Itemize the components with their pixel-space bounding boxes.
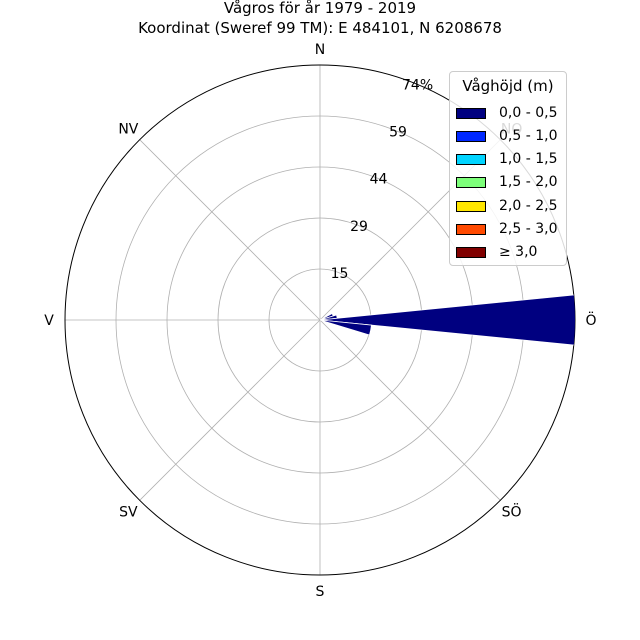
- legend-swatch: [456, 107, 486, 119]
- direction-label: Ö: [585, 311, 596, 329]
- legend-title: Våghöjd (m): [462, 77, 554, 95]
- legend-swatch: [456, 246, 486, 258]
- grid-spoke: [139, 139, 321, 321]
- legend-item: 0,0 - 0,5: [456, 104, 557, 122]
- legend-swatch: [456, 176, 486, 188]
- radial-tick-label: 59: [389, 125, 407, 141]
- legend-label: 2,0 - 2,5: [499, 198, 558, 214]
- legend-swatch: [456, 223, 486, 235]
- legend-label: 1,5 - 2,0: [499, 174, 558, 190]
- legend-item: 0,5 - 1,0: [456, 127, 557, 145]
- legend-item: 1,0 - 1,5: [456, 150, 557, 168]
- grid-spoke: [139, 319, 321, 501]
- direction-label: S: [316, 584, 325, 600]
- grid-spoke: [319, 319, 501, 501]
- chart-subtitle: Koordinat (Sweref 99 TM): E 484101, N 62…: [138, 19, 502, 37]
- legend-swatch: [456, 200, 486, 212]
- radial-tick-label: 29: [350, 219, 368, 235]
- legend-label: 0,5 - 1,0: [499, 128, 558, 144]
- chart-title: Vågros för år 1979 - 2019: [223, 0, 417, 17]
- legend-label: ≥ 3,0: [499, 244, 538, 260]
- radial-tick-label: 15: [331, 266, 349, 282]
- legend-label: 1,0 - 1,5: [499, 151, 558, 167]
- legend-label: 0,0 - 0,5: [499, 105, 558, 121]
- direction-label: N: [315, 42, 325, 58]
- direction-label: NV: [118, 121, 138, 137]
- legend-swatch: [456, 153, 486, 165]
- legend-item: 2,0 - 2,5: [456, 197, 557, 215]
- legend-label: 2,5 - 3,0: [499, 221, 558, 237]
- legend-item: 1,5 - 2,0: [456, 173, 557, 191]
- sector-bars: [319, 293, 575, 347]
- direction-label: V: [44, 313, 54, 329]
- direction-label: SÖ: [502, 503, 522, 521]
- legend-item: ≥ 3,0: [456, 243, 537, 261]
- sector-bar: [319, 293, 575, 347]
- legend-item: 2,5 - 3,0: [456, 220, 557, 238]
- radial-tick-label: 74%: [402, 77, 433, 93]
- direction-label: SV: [119, 505, 138, 521]
- radial-tick-label: 44: [370, 172, 388, 188]
- legend-swatch: [456, 130, 486, 142]
- sector-bar: [319, 319, 372, 336]
- legend: Våghöjd (m) 0,0 - 0,5 0,5 - 1,0 1,0 - 1,…: [449, 71, 567, 266]
